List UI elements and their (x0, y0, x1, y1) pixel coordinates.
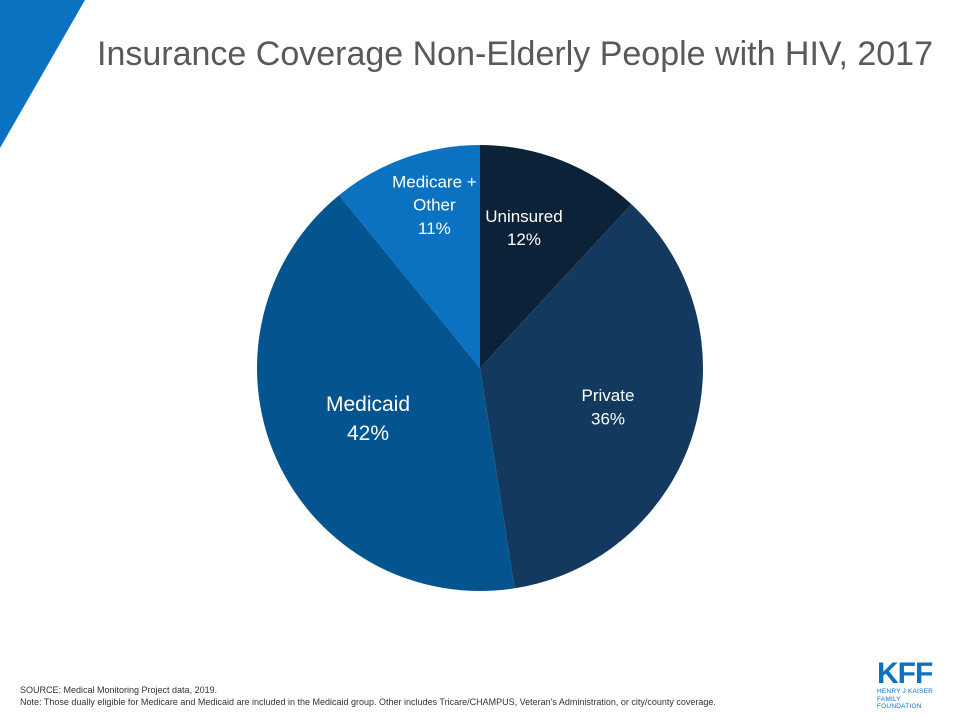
pie-label-medicaid: Medicaid 42% (326, 393, 410, 445)
corner-accent-triangle (0, 0, 85, 148)
pie-category-private: Private (582, 386, 635, 405)
pie-slice-private (480, 204, 704, 589)
pie-value-medicare-other: 11% (418, 219, 451, 238)
chart-title: Insurance Coverage Non-Elderly People wi… (97, 35, 934, 73)
pie-slice-medicaid (257, 195, 515, 592)
pie-value-medicaid: 42% (347, 422, 389, 445)
pie-label-private: Private 36% (582, 386, 635, 428)
pie-label-uninsured: Uninsured 12% (485, 207, 563, 249)
pie-category-uninsured: Uninsured (485, 207, 563, 226)
pie-value-private: 36% (591, 410, 625, 429)
logo-line-1: HENRY J KAISER (877, 688, 934, 695)
pie-category-medicare-other: Other (413, 196, 456, 215)
kff-logo: KFF HENRY J KAISER FAMILY FOUNDATION (877, 657, 943, 711)
source-text: SOURCE: Medical Monitoring Project data,… (20, 685, 218, 695)
pie-label-medicare-other: Medicare + Other 11% (392, 172, 477, 238)
pie-category-medicaid: Medicaid (326, 393, 410, 416)
logo-mark: KFF (877, 657, 933, 690)
pie-labels: Uninsured 12% Private 36% Medicaid 42% Medicar… (326, 172, 634, 445)
pie-slice-medicare-other (339, 145, 480, 368)
pie-slice-uninsured (480, 145, 632, 368)
logo-line-2: FAMILY FOUNDATION (877, 695, 922, 711)
source-notes: SOURCE: Medical Monitoring Project data,… (20, 684, 716, 708)
note-text: Note: Those dually eligible for Medicare… (20, 697, 716, 707)
pie-category-medicare-other: Medicare + (392, 172, 477, 191)
pie-slices (257, 145, 704, 592)
pie-value-uninsured: 12% (507, 230, 541, 249)
